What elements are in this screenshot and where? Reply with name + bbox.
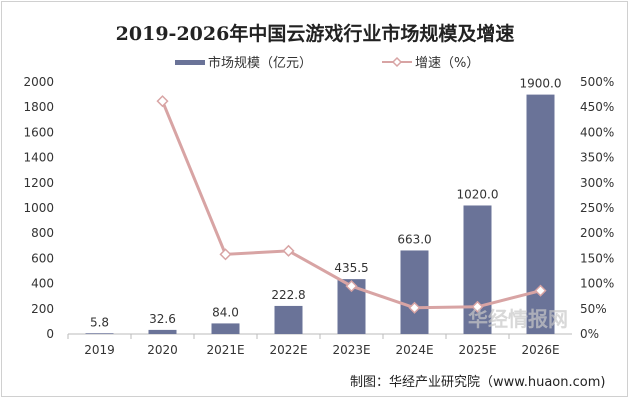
y-right-tick-label: 0%: [580, 327, 599, 341]
x-tick-label: 2025E: [458, 343, 496, 357]
source-note: 制图：华经产业研究院（www.huaon.com): [350, 375, 605, 390]
bar-data-label: 435.5: [334, 261, 368, 275]
growth-point: [471, 300, 484, 313]
growth-point: [219, 248, 232, 261]
growth-point: [156, 95, 169, 108]
watermark: 华经情报网: [468, 307, 568, 331]
growth-point: [345, 280, 358, 293]
y-left-tick-label: 1000: [23, 201, 54, 215]
y-right-tick-label: 400%: [580, 125, 614, 139]
y-right-tick-label: 450%: [580, 100, 614, 114]
bar: [274, 305, 303, 334]
legend-bar-label: 市场规模（亿元）: [208, 55, 312, 71]
bar: [211, 323, 240, 334]
x-tick-label: 2026E: [521, 343, 559, 357]
y-right-tick-label: 500%: [580, 75, 614, 89]
legend-diamond-icon: [391, 56, 403, 68]
growth-point: [282, 244, 295, 257]
y-right-tick-label: 200%: [580, 226, 614, 240]
y-left-tick-label: 600: [31, 251, 54, 265]
x-tick-label: 2019: [84, 343, 115, 357]
y-right-tick-label: 350%: [580, 151, 614, 165]
x-tick-label: 2022E: [269, 343, 307, 357]
x-tick-label: 2021E: [206, 343, 244, 357]
y-left-tick-label: 0: [46, 327, 54, 341]
bar-data-label: 5.8: [90, 315, 109, 329]
y-right-tick-label: 250%: [580, 201, 614, 215]
bar-data-label: 1020.0: [457, 187, 499, 201]
bar: [85, 333, 114, 334]
x-tick-label: 2023E: [332, 343, 370, 357]
y-right-tick-label: 150%: [580, 251, 614, 265]
y-left-tick-label: 1600: [23, 125, 54, 139]
x-tick-label: 2024E: [395, 343, 433, 357]
legend-line-label: 增速（%）: [415, 56, 479, 71]
y-right-tick-label: 50%: [580, 302, 607, 316]
y-left-tick-label: 200: [31, 302, 54, 316]
growth-point: [534, 284, 547, 297]
y-right-tick-label: 100%: [580, 277, 614, 291]
legend-bar-swatch: [175, 60, 205, 65]
y-left-tick-label: 400: [31, 277, 54, 291]
y-left-tick-label: 1800: [23, 100, 54, 114]
bar-data-label: 32.6: [149, 312, 176, 326]
chart-title: 2019-2026年中国云游戏行业市场规模及增速: [116, 22, 515, 45]
growth-point: [408, 301, 421, 314]
bar: [148, 329, 177, 334]
bar-data-label: 663.0: [397, 232, 431, 246]
bar-data-label: 222.8: [271, 288, 305, 302]
x-tick-label: 2020: [147, 343, 178, 357]
y-right-tick-label: 300%: [580, 176, 614, 190]
y-left-tick-label: 800: [31, 226, 54, 240]
y-left-tick-label: 1400: [23, 151, 54, 165]
y-left-tick-label: 2000: [23, 75, 54, 89]
bar-data-label: 84.0: [212, 305, 239, 319]
bar-data-label: 1900.0: [520, 77, 562, 91]
bar: [526, 94, 555, 334]
bar: [400, 250, 429, 334]
y-left-tick-label: 1200: [23, 176, 54, 190]
legend: 市场规模（亿元） 增速（%）: [175, 55, 479, 71]
